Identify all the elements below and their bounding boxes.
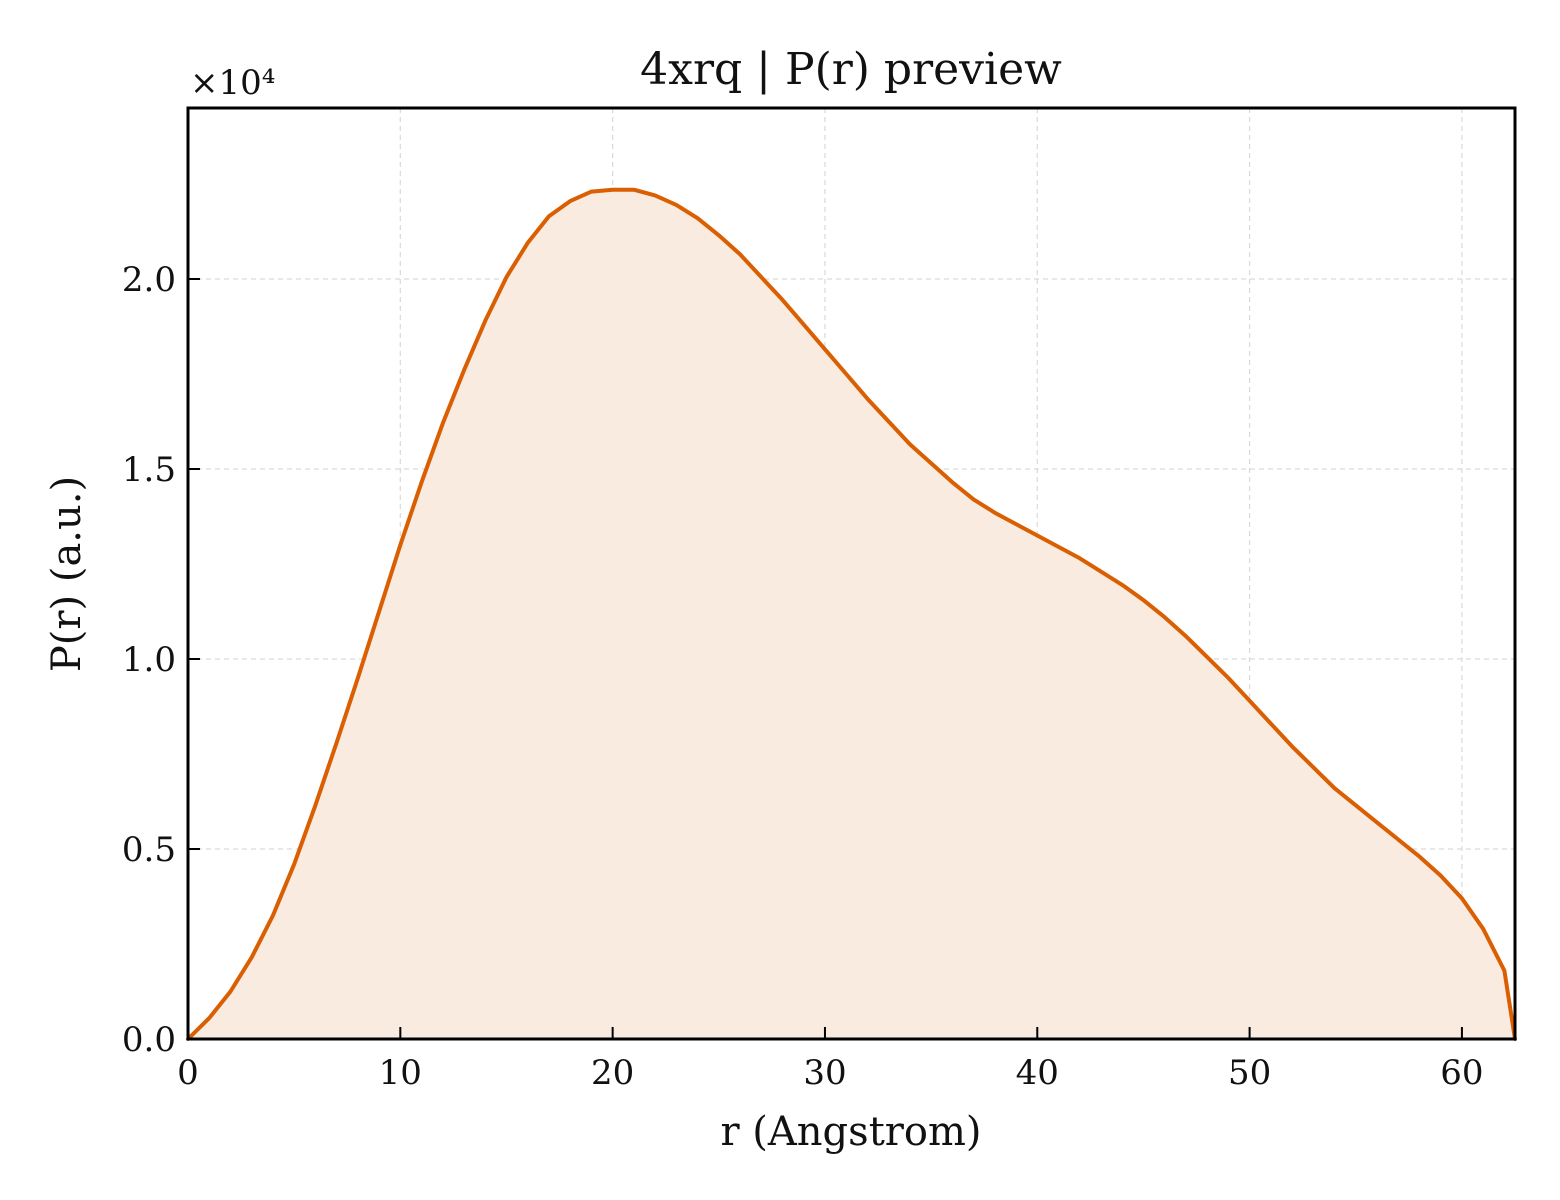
y-tick-label: 2.0 <box>122 260 176 300</box>
x-tick-label: 20 <box>591 1053 634 1093</box>
x-tick-label: 0 <box>177 1053 199 1093</box>
x-tick-label: 40 <box>1016 1053 1059 1093</box>
x-tick-label: 10 <box>379 1053 422 1093</box>
y-tick-label: 1.0 <box>122 640 176 680</box>
y-axis-label: P(r) (a.u.) <box>44 476 90 672</box>
ticks-layer: 0 10 20 30 40 50 60 0.0 0.5 1.0 1.5 2.0 <box>122 260 1484 1093</box>
chart-title: 4xrq | P(r) preview <box>640 44 1062 95</box>
pr-line <box>186 187 1517 1041</box>
area-fill <box>188 189 1515 1039</box>
x-tick-label: 30 <box>803 1053 846 1093</box>
y-tick-label: 0.5 <box>122 830 176 870</box>
x-axis-label: r (Angstrom) <box>720 1109 981 1155</box>
plot-frame <box>186 106 1517 1041</box>
x-tick-label: 50 <box>1228 1053 1271 1093</box>
y-offset-label: ×10⁴ <box>190 63 275 103</box>
y-tick-label: 1.5 <box>122 450 176 490</box>
x-tick-label: 60 <box>1440 1053 1483 1093</box>
y-tick-label: 0.0 <box>122 1020 176 1060</box>
